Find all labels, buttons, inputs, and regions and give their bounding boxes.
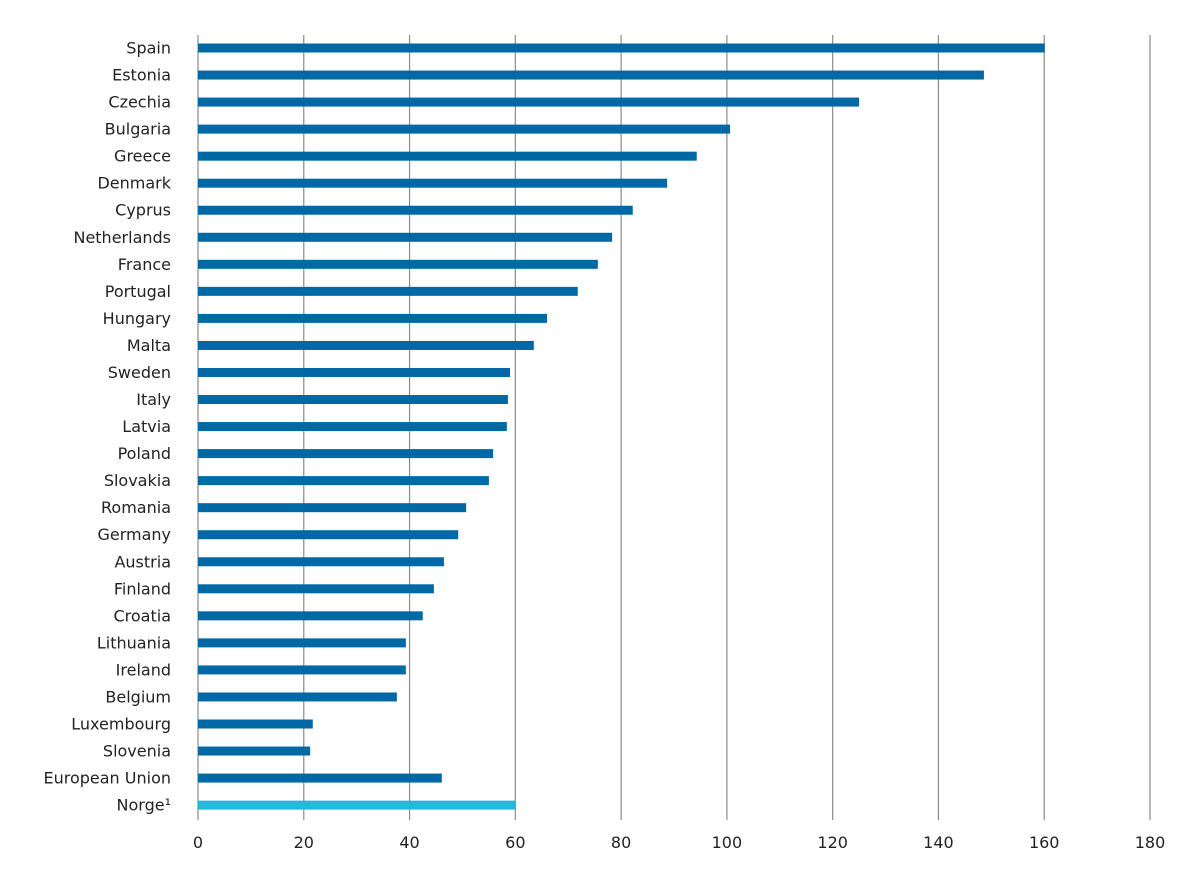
bar [198,665,406,675]
category-label: Hungary [103,309,171,328]
bar [198,259,598,269]
bar [198,611,423,621]
category-label: Ireland [116,660,171,679]
bar [198,340,534,350]
category-label: Austria [114,552,171,571]
category-label: Cyprus [115,201,171,220]
x-tick-label: 120 [817,833,848,852]
category-label: Czechia [108,93,171,112]
x-tick-label: 180 [1135,833,1166,852]
category-label: Spain [126,39,171,58]
category-label: European Union [43,769,171,788]
x-tick-label: 100 [712,833,743,852]
category-label: Malta [127,336,171,355]
bar [198,773,442,783]
category-label: Slovakia [104,471,171,490]
category-label: Sweden [108,363,171,382]
bar [198,638,406,648]
x-tick-label: 160 [1029,833,1060,852]
x-tick-label: 0 [193,833,203,852]
bar [198,530,459,540]
bar [198,178,668,188]
bar [198,97,860,107]
x-tick-label: 80 [611,833,631,852]
category-label: Romania [101,498,171,517]
bar [198,719,313,729]
category-label: Finland [114,579,171,598]
bar [198,746,311,756]
category-label: Greece [114,147,171,166]
category-label: Germany [97,525,171,544]
category-label: Luxembourg [71,715,171,734]
category-label: Netherlands [73,228,171,247]
bar [198,313,548,323]
bar [198,692,397,702]
category-label: Italy [136,390,171,409]
bar [198,584,434,594]
bar [198,70,984,80]
bar [198,43,1045,53]
bar [198,557,444,567]
bar [198,503,467,513]
x-tick-label: 20 [294,833,314,852]
x-tick-label: 40 [399,833,419,852]
category-label: Slovenia [103,742,171,761]
category-label: Estonia [112,66,171,85]
bar [198,449,494,459]
bar [198,124,731,134]
bar [198,395,508,405]
category-label: Poland [118,444,171,463]
category-label: Belgium [105,687,171,706]
bar [198,151,697,161]
bar [198,367,511,377]
bar [198,476,489,486]
bar [198,286,578,296]
category-label: Latvia [122,417,171,436]
category-label: Portugal [105,282,171,301]
category-label: Norge¹ [117,796,171,815]
bar [198,422,507,432]
category-label: Lithuania [97,633,171,652]
x-tick-label: 60 [505,833,525,852]
x-tick-label: 140 [923,833,954,852]
bar [198,232,613,242]
category-label: France [118,255,171,274]
bar [198,800,516,810]
category-label: Denmark [97,174,171,193]
bar [198,205,633,215]
category-label: Bulgaria [105,120,171,139]
category-label: Croatia [113,606,171,625]
